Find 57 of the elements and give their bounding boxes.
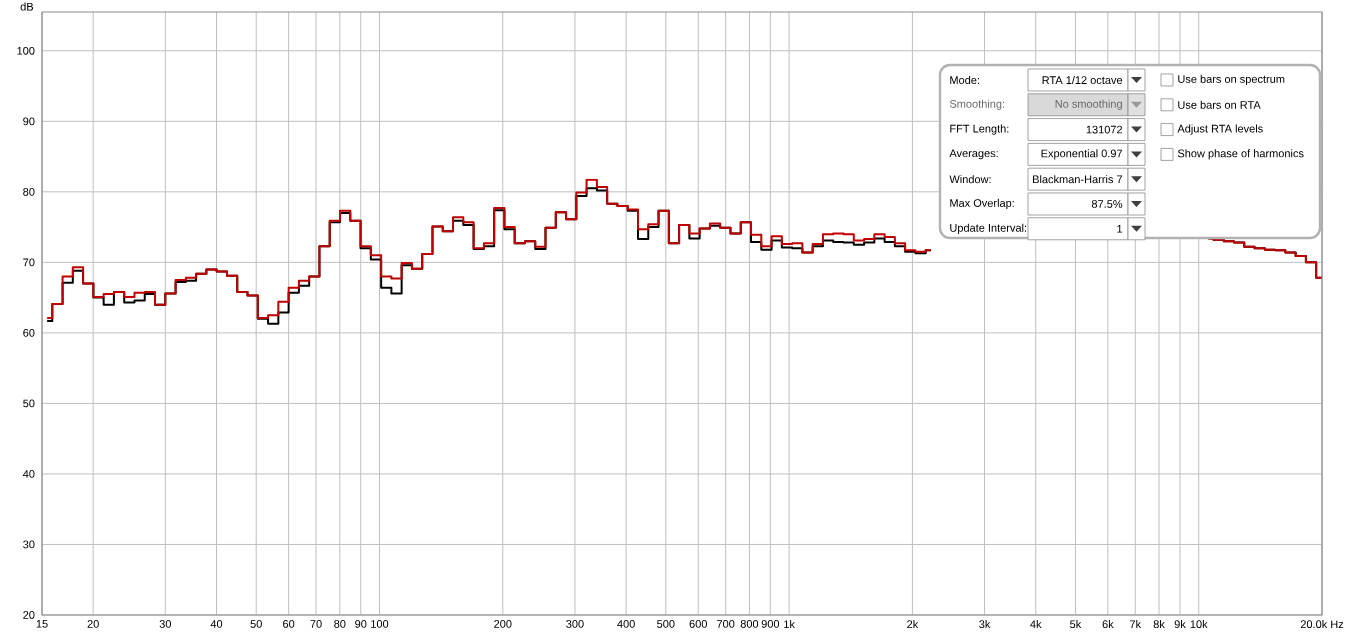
y-tick-label: 60 xyxy=(23,328,35,337)
y-tick-label: 20 xyxy=(23,611,35,619)
annotation: Window: xyxy=(949,175,991,184)
x-tick-label: 20 xyxy=(87,620,99,628)
annotation: Max Overlap: xyxy=(950,198,1014,210)
y-axis-title: dB xyxy=(20,2,34,11)
y-tick-label: 90 xyxy=(23,117,35,126)
x-tick-label: 1k xyxy=(784,620,795,629)
annotation: 1 xyxy=(1117,225,1123,233)
y-tick-label: 30 xyxy=(23,540,35,549)
x-tick-label: 40 xyxy=(210,620,223,628)
annotation: Adjust RTA levels xyxy=(1177,124,1263,135)
annotation: Exponential 0.97 xyxy=(1041,149,1123,160)
x-tick-label: 20.0k Hz xyxy=(1300,620,1344,629)
annotation: Blackman-Harris 7 xyxy=(1033,175,1123,184)
annotation: No smoothing xyxy=(1055,99,1122,110)
y-tick-label: 40 xyxy=(22,470,35,478)
x-tick-label: 6k xyxy=(1102,620,1114,629)
x-tick-label: 500 xyxy=(657,620,675,628)
x-tick-label: 30 xyxy=(159,620,171,628)
x-tick-label: 5k xyxy=(1070,620,1082,629)
x-tick-label: 70 xyxy=(310,620,322,628)
annotation: 87.5% xyxy=(1091,200,1123,208)
annotation: RTA 1/12 octave xyxy=(1042,75,1123,85)
y-tick-label: 100 xyxy=(17,46,35,55)
x-tick-label: 7k xyxy=(1130,620,1142,629)
annotation: Use bars on spectrum xyxy=(1178,74,1285,86)
annotation: Use bars on RTA xyxy=(1178,100,1261,109)
x-tick-label: 100 xyxy=(371,620,389,628)
annotation: Update Interval: xyxy=(950,223,1027,234)
x-tick-label: 10k xyxy=(1190,620,1208,629)
x-tick-label: 2k xyxy=(907,620,919,629)
annotation: Show phase of harmonics xyxy=(1177,149,1304,160)
x-tick-label: 600 xyxy=(689,620,707,628)
x-tick-label: 60 xyxy=(283,620,295,628)
x-tick-label: 4k xyxy=(1030,620,1042,629)
x-tick-label: 9k xyxy=(1174,620,1186,629)
annotation: 131072 xyxy=(1086,125,1123,134)
x-tick-label: 80 xyxy=(334,620,346,628)
x-tick-label: 800 xyxy=(740,620,759,628)
y-tick-label: 80 xyxy=(23,187,35,196)
x-tick-label: 50 xyxy=(250,620,262,628)
annotation: Mode: xyxy=(950,75,979,85)
x-tick-label: 900 xyxy=(761,620,780,628)
y-tick-label: 50 xyxy=(23,399,35,408)
x-tick-label: 8k xyxy=(1153,620,1165,629)
y-tick-label: 70 xyxy=(23,258,35,267)
annotation: Smoothing: xyxy=(949,99,1005,110)
annotation: Averages: xyxy=(949,149,998,160)
x-tick-label: 300 xyxy=(566,620,584,628)
x-tick-label: 200 xyxy=(494,620,512,628)
x-tick-label: 3k xyxy=(979,620,991,629)
x-tick-label: 400 xyxy=(617,620,635,628)
annotation: FFT Length: xyxy=(950,124,1009,135)
x-tick-label: 700 xyxy=(717,620,735,628)
x-tick-label: 90 xyxy=(355,620,367,628)
x-tick-label: 15 xyxy=(36,620,48,628)
